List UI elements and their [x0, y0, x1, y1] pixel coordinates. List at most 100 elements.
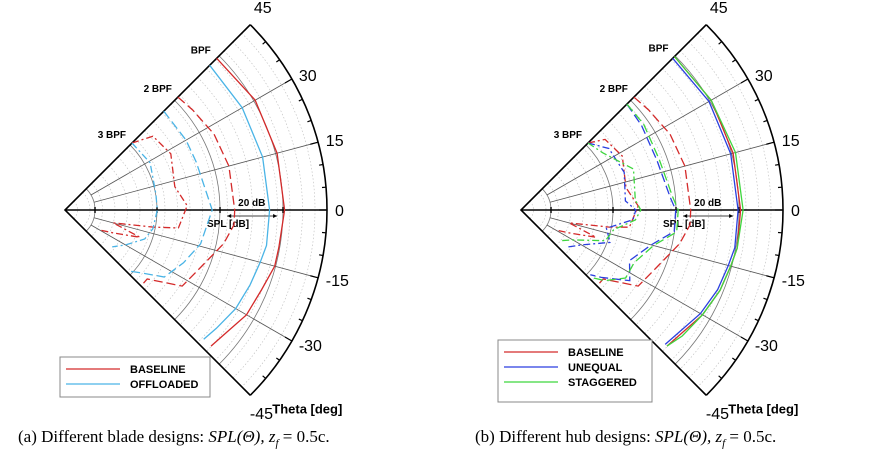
- theta-tick-label: -30: [299, 338, 322, 355]
- series-line-staggered-2bpf: [593, 103, 679, 282]
- harmonic-label: 2 BPF: [144, 84, 172, 95]
- series-line-baseline-3bpf: [555, 138, 639, 238]
- legend-label: BASELINE: [130, 364, 186, 376]
- theta-tick-label: 45: [710, 0, 728, 17]
- harmonic-label: 3 BPF: [554, 130, 582, 141]
- legend-box: [59, 356, 211, 398]
- series-line-baseline-2bpf: [143, 96, 236, 287]
- series-line-unequal-bpf: [664, 57, 739, 345]
- radial-grid-line: [93, 217, 319, 279]
- theta-tick-label: 15: [326, 133, 344, 150]
- legend: BASELINE UNEQUAL STAGGERED: [497, 339, 653, 403]
- legend-label: OFFLOADED: [130, 379, 198, 391]
- radial-grid-line: [549, 141, 775, 203]
- minor-grid-ring: [126, 147, 153, 273]
- theta-tick: [262, 375, 267, 379]
- series-line-staggered-3bpf: [560, 142, 642, 242]
- harmonic-label: 3 BPF: [98, 130, 126, 141]
- series-line-baseline-bpf: [210, 57, 286, 347]
- minor-grid-ring: [626, 103, 672, 317]
- theta-tick-label: -15: [782, 273, 805, 290]
- caption-math: SPL(Θ), z: [655, 427, 723, 446]
- theta-tick: [307, 119, 312, 123]
- series-line-offloaded-bpf: [203, 64, 271, 340]
- theta-tick: [731, 59, 736, 63]
- minor-grid-ring: [679, 50, 747, 370]
- caption-b: (b) Different hub designs: SPL(Θ), zf = …: [475, 427, 776, 449]
- caption-rest: = 0.5c.: [729, 427, 777, 446]
- theta-tick: [740, 78, 749, 84]
- series-line-offloaded-2bpf: [130, 110, 213, 278]
- scale-label: 20 dB: [238, 198, 265, 209]
- theta-tick: [763, 119, 768, 123]
- theta-tick: [310, 275, 319, 279]
- caption-label: (a): [18, 427, 37, 446]
- minor-grid-ring: [162, 112, 203, 308]
- theta-tick: [740, 336, 749, 342]
- theta-tick: [244, 24, 251, 31]
- theta-tick: [700, 389, 707, 396]
- theta-tick: [766, 275, 775, 279]
- radial-grid-line: [546, 78, 749, 196]
- theta-tick-label: -45: [706, 406, 729, 423]
- theta-axis-label: Theta [deg]: [272, 401, 342, 416]
- theta-tick: [284, 336, 293, 342]
- radial-grid-line: [549, 217, 775, 279]
- theta-tick: [763, 297, 768, 301]
- theta-tick-label: 30: [755, 68, 773, 85]
- minor-grid-ring: [573, 156, 597, 264]
- theta-tick-label: 0: [791, 203, 800, 220]
- theta-tick-label: 0: [335, 203, 344, 220]
- theta-tick: [318, 163, 324, 166]
- harmonic-label: 2 BPF: [600, 84, 628, 95]
- r-axis-label: SPL [dB]: [207, 219, 249, 230]
- theta-tick-label: -45: [250, 406, 273, 423]
- r-axis-label: SPL [dB]: [663, 219, 705, 230]
- theta-tick: [310, 141, 319, 145]
- caption-subscript: f: [722, 437, 726, 450]
- series-line-baseline-2bpf: [599, 96, 692, 287]
- polar-chart-a: 45 30 15 0 -15 -30 -45 Theta [deg] SPL [dB] 20 dB…: [59, 0, 349, 423]
- legend-label: STAGGERED: [568, 377, 637, 389]
- legend-box: [497, 339, 653, 403]
- minor-grid-ring: [117, 156, 141, 264]
- theta-tick: [244, 389, 251, 396]
- harmonic-label: BPF: [191, 45, 211, 56]
- theta-tick: [275, 357, 280, 361]
- minor-grid-ring: [73, 200, 78, 220]
- caption-a: (a) Different blade designs: SPL(Θ), zf …: [18, 427, 330, 449]
- caption-text: Different blade designs:: [41, 427, 205, 446]
- theta-tick: [700, 24, 707, 31]
- theta-tick: [754, 98, 759, 102]
- theta-tick: [774, 254, 780, 257]
- caption-subscript: f: [275, 437, 279, 450]
- minor-grid-ring: [582, 147, 609, 273]
- radial-grid-line: [546, 224, 749, 342]
- polar-chart-b: 45 30 15 0 -15 -30 -45 Theta [deg] SPL [dB] 20 dB…: [497, 0, 805, 423]
- caption-label: (b): [475, 427, 495, 446]
- theta-tick: [262, 41, 267, 45]
- theta-tick: [774, 163, 780, 166]
- theta-tick-label: -30: [755, 338, 778, 355]
- harmonic-label: BPF: [649, 43, 669, 54]
- minor-grid-ring: [538, 192, 547, 228]
- caption-rest: = 0.5c.: [282, 427, 330, 446]
- series-line-offloaded-3bpf: [112, 142, 158, 248]
- minor-grid-ring: [223, 50, 291, 370]
- caption-math: SPL(Θ), z: [208, 427, 276, 446]
- theta-tick: [754, 318, 759, 322]
- theta-tick: [731, 357, 736, 361]
- minor-grid-ring: [529, 200, 534, 220]
- series-line-baseline-3bpf: [99, 135, 188, 238]
- theta-tick: [298, 98, 303, 102]
- legend-label: BASELINE: [568, 347, 624, 359]
- radial-grid-line: [90, 224, 293, 342]
- theta-tick: [718, 375, 723, 379]
- minor-grid-ring: [82, 192, 91, 228]
- theta-tick-label: 45: [254, 0, 272, 17]
- minor-grid-ring: [179, 94, 228, 326]
- theta-tick-label: 15: [782, 133, 800, 150]
- caption-text: Different hub designs:: [499, 427, 651, 446]
- theta-tick: [284, 78, 293, 84]
